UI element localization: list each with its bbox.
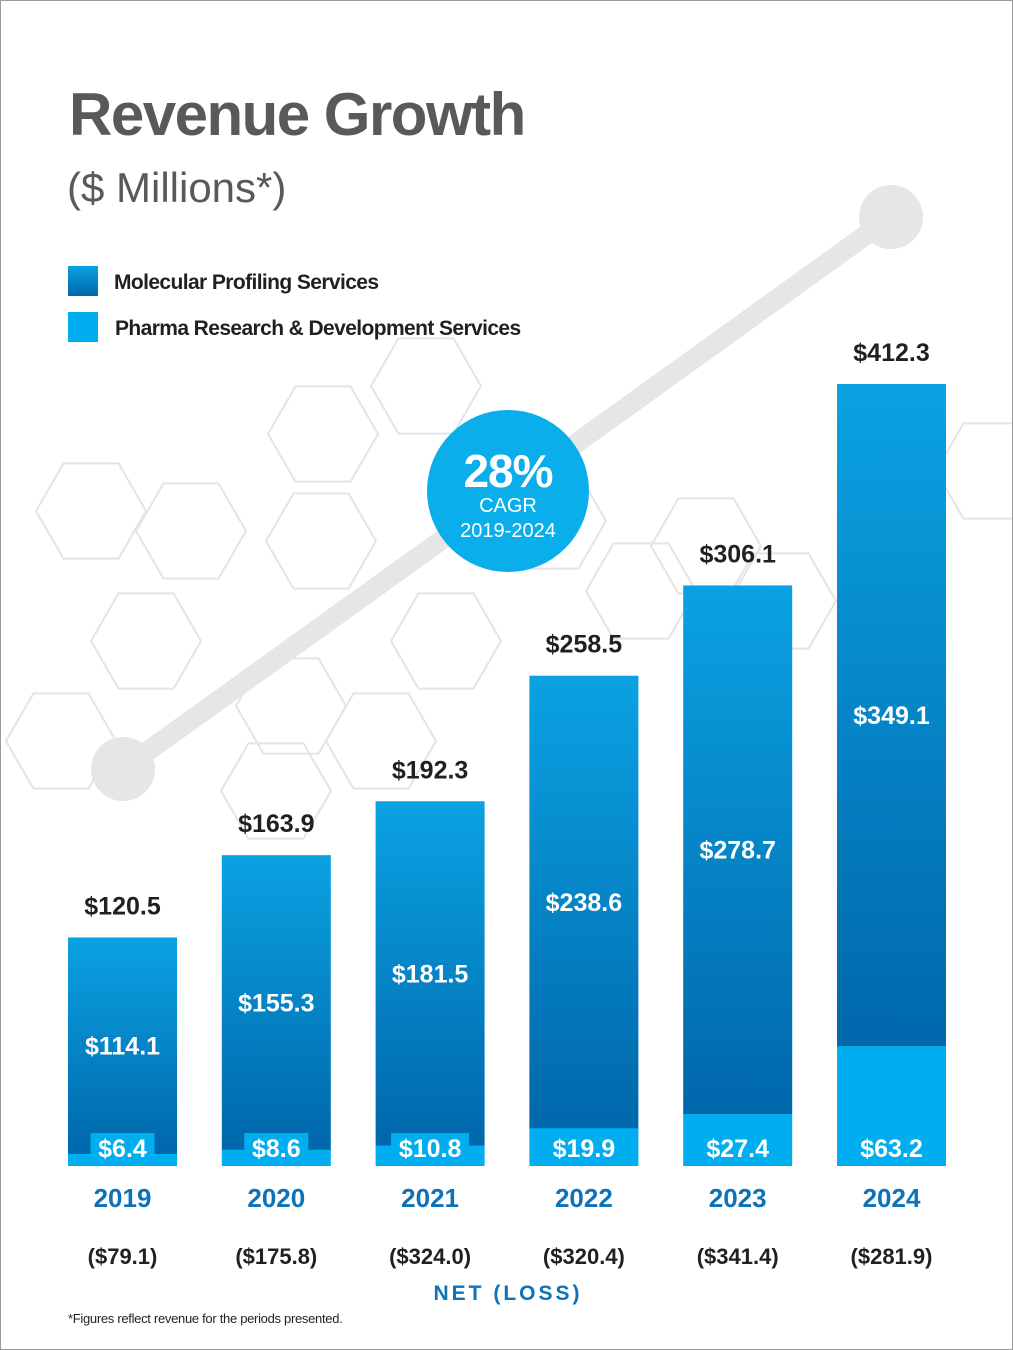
net-loss-label: ($175.8) (235, 1244, 317, 1269)
chart-title: Revenue Growth (69, 81, 525, 148)
total-value-label: $120.5 (84, 892, 161, 920)
net-loss-label: ($324.0) (389, 1244, 471, 1269)
hexagon-shape (4, 692, 118, 790)
pharma-label-box (90, 1133, 155, 1166)
bar-molecular-2022 (529, 675, 639, 1129)
hexagon-shape (219, 742, 333, 840)
molecular-value-label: $278.7 (699, 837, 775, 865)
pharma-label-box (852, 1133, 931, 1166)
year-tick-label: 2022 (555, 1183, 613, 1213)
year-tick-label: 2024 (863, 1183, 921, 1213)
legend-label-molecular: Molecular Profiling Services (114, 271, 378, 294)
cagr-value: 28% (463, 445, 552, 497)
hexagon-shape (584, 542, 698, 640)
bar-molecular-2024 (837, 384, 946, 1047)
hexagon-shape (264, 492, 378, 590)
total-value-label: $412.3 (853, 339, 929, 367)
year-tick-label: 2023 (709, 1183, 767, 1213)
bar-molecular-2023 (683, 585, 793, 1115)
pharma-label-box (391, 1133, 470, 1166)
pharma-value-label: $27.4 (706, 1135, 769, 1163)
net-loss-label: ($320.4) (543, 1244, 625, 1269)
hexagon-shape (234, 657, 348, 755)
pharma-label-box (698, 1133, 777, 1166)
molecular-value-label: $349.1 (853, 702, 930, 730)
pharma-value-label: $19.9 (553, 1135, 616, 1163)
pharma-value-label: $10.8 (399, 1135, 462, 1163)
legend-swatch-molecular (68, 266, 98, 296)
bars: $6.4 $114.1 $120.5 2019 ($79.1) $8.6 $155.3 $16… (68, 339, 946, 1269)
total-value-label: $192.3 (392, 756, 468, 784)
pharma-label-box (544, 1133, 623, 1166)
year-tick-label: 2019 (94, 1183, 152, 1213)
legend: Molecular Profiling Services Pharma Rese… (68, 266, 521, 342)
cagr-badge: 28% CAGR 2019-2024 (427, 410, 589, 572)
pharma-value-label: $8.6 (252, 1135, 301, 1163)
cagr-circle (427, 410, 589, 572)
net-loss-label: ($281.9) (851, 1244, 933, 1269)
net-loss-title: NET (LOSS) (434, 1282, 583, 1305)
molecular-value-label: $181.5 (392, 960, 469, 988)
footnote: *Figures reflect revenue for the periods… (68, 1311, 342, 1326)
hexagon-shape (389, 592, 503, 690)
pharma-value-label: $63.2 (860, 1135, 923, 1163)
molecular-value-label: $238.6 (546, 889, 622, 917)
cagr-period: 2019-2024 (460, 520, 556, 542)
bar-molecular-2019 (68, 937, 177, 1155)
hexagon-shape (369, 337, 483, 435)
year-tick-label: 2021 (401, 1183, 459, 1213)
bar-molecular-2021 (375, 801, 485, 1147)
total-value-label: $163.9 (238, 810, 314, 838)
hexagon-shape (34, 462, 148, 560)
hexagon-shape (134, 482, 248, 580)
chart-subtitle: ($ Millions*) (67, 164, 286, 211)
hexagon-shape (89, 592, 203, 690)
net-loss-label: ($341.4) (697, 1244, 779, 1269)
pharma-value-label: $6.4 (98, 1135, 147, 1163)
year-tick-label: 2020 (247, 1183, 305, 1213)
pharma-label-box (244, 1133, 309, 1166)
net-loss-label: ($79.1) (88, 1244, 158, 1269)
cagr-label: CAGR (479, 495, 537, 517)
hexagon-shape (266, 385, 380, 483)
bar-molecular-2020 (221, 855, 331, 1151)
molecular-value-label: $155.3 (238, 989, 314, 1017)
total-value-label: $306.1 (699, 540, 776, 568)
hexagon-shape (324, 692, 438, 790)
legend-label-pharma: Pharma Research & Development Services (115, 317, 521, 340)
total-value-label: $258.5 (546, 631, 623, 659)
hexagon-shape (934, 422, 1012, 520)
molecular-value-label: $114.1 (85, 1033, 160, 1061)
legend-swatch-pharma (68, 312, 98, 342)
